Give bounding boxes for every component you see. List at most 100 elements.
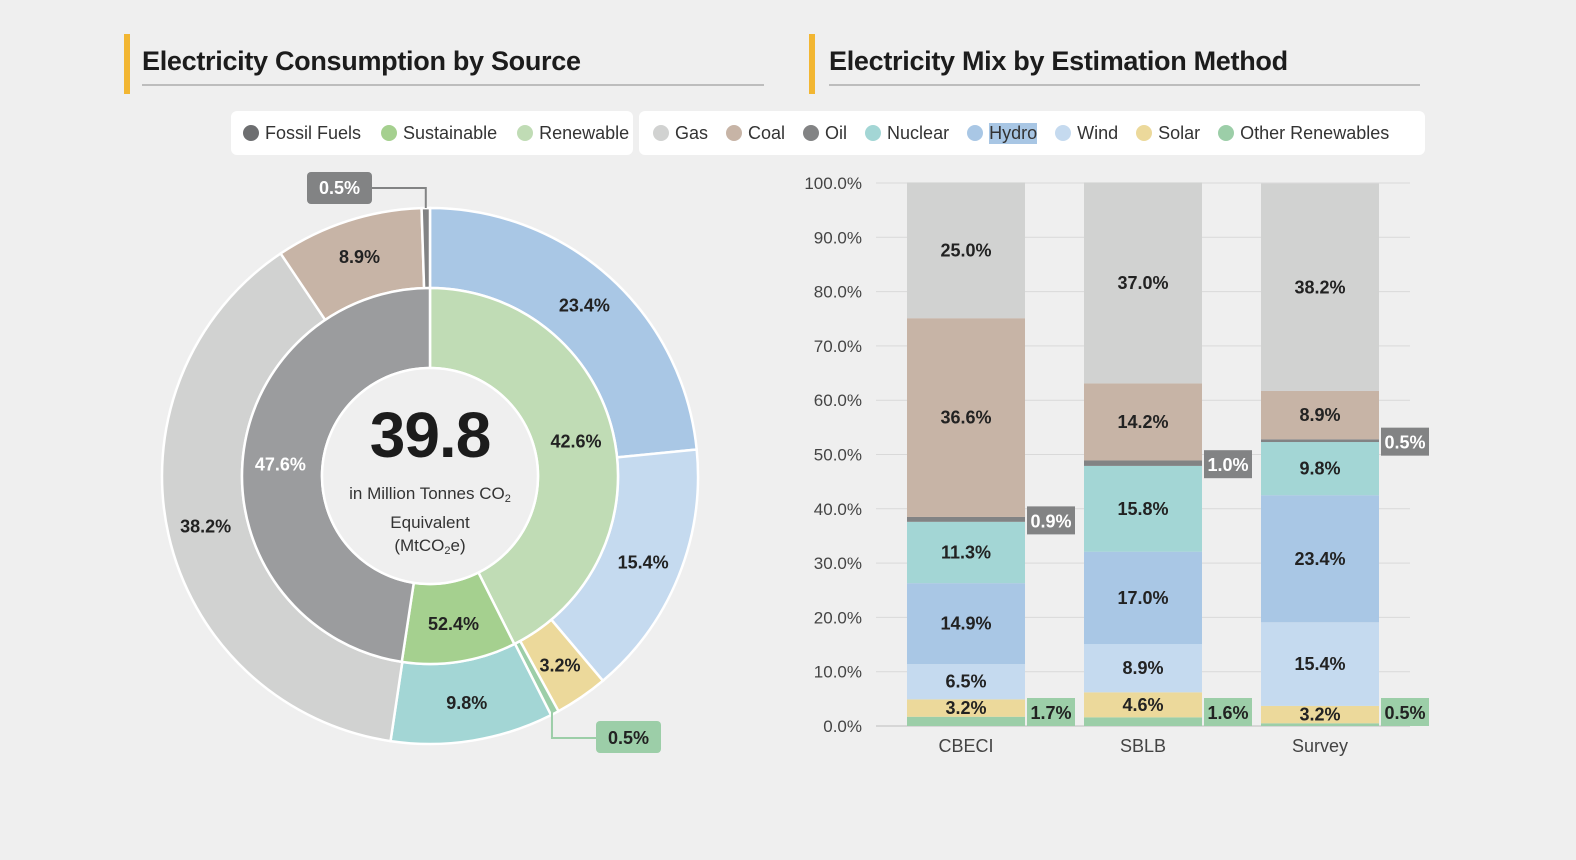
- outer-ring-label-wind: 15.4%: [618, 552, 669, 572]
- other-renewables-callout-box: [596, 721, 661, 753]
- bar-callout-box-sblb-other-renewables: [1204, 698, 1252, 726]
- bar-callout-label-cbeci-other-renewables: 1.7%: [1030, 703, 1071, 723]
- legend-label: Gas: [675, 122, 709, 143]
- other-renewables-callout-leader: [550, 707, 596, 739]
- right-chart-title: Electricity Mix by Estimation Method: [829, 46, 1288, 76]
- bar-legend: Gas Coal Oil Nuclear Hydro Wind Solar Other Ren…: [639, 111, 1425, 155]
- bar-sblb-solar: [1084, 692, 1202, 718]
- legend-item-fossil-fuels[interactable]: Fossil Fuels: [243, 123, 361, 144]
- bar-survey-gas: [1261, 183, 1379, 391]
- y-tick-label: 10.0%: [814, 663, 862, 682]
- bar-sblb-wind: [1084, 644, 1202, 693]
- legend-label: Oil: [825, 122, 848, 143]
- bar-callout-box-survey-other-renewables: [1381, 698, 1429, 726]
- bar-cbeci-gas: [907, 182, 1025, 319]
- bar-label-sblb-gas: 37.0%: [1117, 273, 1168, 293]
- donut-center-disc: [320, 366, 540, 586]
- outer-ring-label-nuclear: 9.8%: [446, 693, 487, 713]
- legend-item-gas[interactable]: Gas: [653, 123, 708, 144]
- legend-swatch-icon: [517, 125, 534, 141]
- legend-label: Other Renewables: [1240, 122, 1390, 143]
- legend-item-nuclear[interactable]: Nuclear: [865, 123, 949, 144]
- y-tick-label: 80.0%: [814, 283, 862, 302]
- bar-sblb-coal: [1084, 383, 1202, 461]
- bar-callout-box-cbeci-oil: [1027, 506, 1075, 535]
- legend-label: Fossil Fuels: [265, 122, 362, 143]
- bar-sblb-hydro: [1084, 551, 1202, 645]
- bar-label-survey-wind: 15.4%: [1294, 654, 1345, 674]
- outer-ring-label-solar: 3.2%: [539, 656, 580, 676]
- x-category-label-survey: Survey: [1292, 736, 1348, 756]
- legend-item-coal[interactable]: Coal: [726, 123, 785, 144]
- bar-label-cbeci-solar: 3.2%: [945, 698, 986, 718]
- legend-label: Sustainable: [403, 122, 498, 143]
- legend-swatch-icon: [381, 125, 398, 141]
- bar-callout-label-sblb-other-renewables: 1.6%: [1207, 703, 1248, 723]
- legend-item-solar[interactable]: Solar: [1136, 123, 1200, 144]
- outer-ring-label-gas: 38.2%: [180, 517, 231, 537]
- bar-label-survey-nuclear: 9.8%: [1299, 459, 1340, 479]
- bar-survey-oil: [1261, 439, 1379, 443]
- legend-swatch-icon: [726, 125, 743, 141]
- bar-sblb-gas: [1084, 182, 1202, 384]
- legend-swatch-icon: [1218, 125, 1235, 141]
- outer-ring-label-hydro: 23.4%: [559, 296, 610, 316]
- bar-survey-coal: [1261, 390, 1379, 440]
- bar-label-survey-coal: 8.9%: [1299, 405, 1340, 425]
- left-chart-title: Electricity Consumption by Source: [142, 46, 581, 76]
- bar-callout-label-sblb-oil: 1.0%: [1207, 455, 1248, 475]
- outer-ring-label-coal: 8.9%: [339, 247, 380, 267]
- oil-callout-box: [307, 172, 372, 204]
- y-tick-label: 90.0%: [814, 228, 862, 247]
- legend-swatch-icon: [967, 125, 984, 141]
- bar-label-cbeci-nuclear: 11.3%: [941, 543, 991, 563]
- unit-line3-sub: 2: [444, 545, 451, 557]
- bar-callout-label-cbeci-oil: 0.9%: [1030, 511, 1071, 531]
- legend-label: Wind: [1077, 122, 1119, 143]
- bar-cbeci-coal: [907, 318, 1025, 517]
- legend-swatch-icon: [865, 125, 882, 141]
- legend-label: Nuclear: [887, 122, 950, 143]
- x-category-label-sblb: SBLB: [1120, 736, 1166, 756]
- unit-line3-pre: (MtCO: [394, 536, 445, 555]
- legend-item-oil[interactable]: Oil: [803, 123, 847, 144]
- left-title-rule: [142, 84, 764, 86]
- legend-item-wind[interactable]: Wind: [1055, 123, 1118, 144]
- bar-survey-wind: [1261, 622, 1379, 706]
- inner-ring-label-fossil-fuels: 47.6%: [255, 455, 306, 475]
- y-tick-label: 40.0%: [814, 500, 862, 519]
- bar-cbeci-nuclear: [907, 521, 1025, 584]
- y-tick-label: 50.0%: [814, 446, 862, 465]
- legend-item-renewable[interactable]: Renewable: [517, 123, 629, 144]
- bar-label-survey-solar: 3.2%: [1299, 705, 1340, 725]
- bar-survey-solar: [1261, 705, 1379, 724]
- oil-callout-leader: [372, 187, 427, 209]
- legend-item-hydro[interactable]: Hydro: [967, 122, 1038, 144]
- bar-callout-label-survey-oil: 0.5%: [1384, 433, 1425, 453]
- bar-label-sblb-solar: 4.6%: [1122, 695, 1163, 715]
- unit-line2: Equivalent: [390, 513, 470, 532]
- unit-line1-sub: 2: [504, 493, 511, 505]
- bar-callout-box-sblb-oil: [1204, 450, 1252, 479]
- donut-center-value: 39.8: [369, 399, 492, 471]
- other-renewables-callout-label: 0.5%: [608, 728, 649, 748]
- bar-cbeci-solar: [907, 699, 1025, 717]
- bar-label-survey-gas: 38.2%: [1294, 277, 1345, 297]
- x-category-label-cbeci: CBECI: [938, 736, 993, 756]
- bar-survey-other-renewables: [1261, 723, 1379, 726]
- outer-ring-slice-oil: [420, 206, 432, 290]
- oil-callout-label: 0.5%: [319, 178, 360, 198]
- bar-cbeci-other-renewables: [907, 716, 1025, 726]
- donut-center-unit: in Million Tonnes CO2 Equivalent (MtCO2e…: [330, 482, 530, 563]
- inner-ring-label-sustainable: 52.4%: [428, 614, 479, 634]
- legend-item-sustainable[interactable]: Sustainable: [381, 123, 497, 144]
- legend-label: Renewable: [539, 122, 630, 143]
- bar-label-survey-hydro: 23.4%: [1294, 549, 1345, 569]
- y-tick-label: 20.0%: [814, 608, 862, 627]
- bar-label-cbeci-hydro: 14.9%: [940, 614, 991, 634]
- y-tick-label: 70.0%: [814, 337, 862, 356]
- bar-label-cbeci-coal: 36.6%: [940, 408, 991, 428]
- left-title-accent: [124, 34, 130, 94]
- legend-item-other-renewables[interactable]: Other Renewables: [1218, 123, 1389, 144]
